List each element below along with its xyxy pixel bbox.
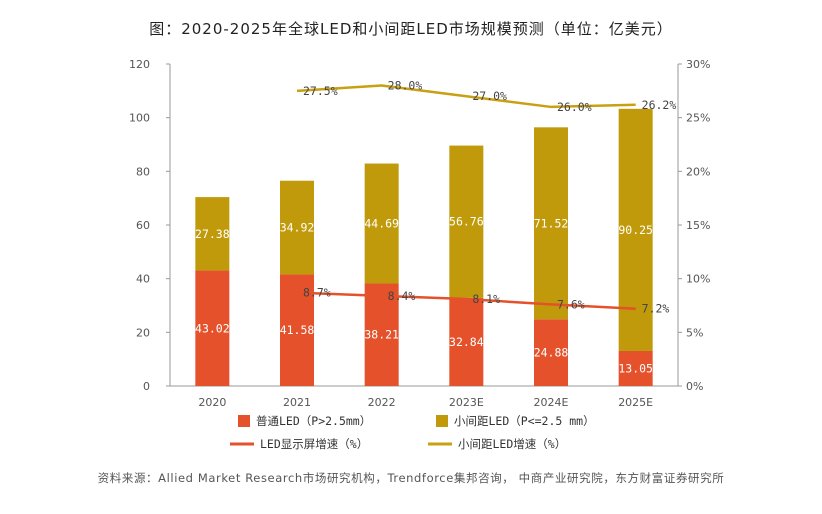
bar-small-pitch-led bbox=[364, 163, 399, 284]
data-label-regular-led: 24.88 bbox=[534, 346, 569, 360]
x-tick-label: 2020 bbox=[198, 396, 226, 409]
data-label-small-pitch-led: 71.52 bbox=[534, 216, 569, 230]
led-growth-line bbox=[296, 291, 636, 310]
chart-title: 图：2020-2025年全球LED和小间距LED市场规模预测（单位：亿美元） bbox=[149, 20, 673, 38]
y-tick-label-left: 0 bbox=[143, 380, 150, 393]
small-pitch-growth-label: 27.0% bbox=[472, 89, 507, 103]
x-tick-label: 2025E bbox=[618, 396, 653, 409]
y-tick-label-right: 0% bbox=[686, 380, 703, 393]
source-note: 资料来源：Allied Market Research市场研究机构，Trendf… bbox=[97, 471, 725, 485]
data-label-small-pitch-led: 44.69 bbox=[364, 217, 399, 231]
bar-regular-led bbox=[534, 319, 568, 386]
data-label-regular-led: 32.84 bbox=[449, 335, 484, 349]
data-label-regular-led: 13.05 bbox=[618, 361, 653, 375]
y-tick-label-left: 40 bbox=[136, 273, 150, 286]
data-label-small-pitch-led: 56.76 bbox=[449, 215, 484, 229]
led-growth-label: 7.2% bbox=[642, 302, 670, 316]
data-label-small-pitch-led: 34.92 bbox=[280, 221, 315, 235]
x-tick-label: 2022 bbox=[368, 396, 396, 409]
bar-regular-led bbox=[364, 283, 399, 386]
y-tick-label-right: 30% bbox=[686, 58, 710, 71]
bar-regular-led bbox=[195, 270, 230, 386]
bar-small-pitch-led bbox=[280, 180, 314, 275]
y-tick-label-left: 120 bbox=[129, 58, 150, 71]
legend-small-pitch-growth-label: 小间距LED增速（%） bbox=[458, 437, 566, 451]
y-tick-label-left: 20 bbox=[136, 326, 150, 339]
small-pitch-growth-label: 26.2% bbox=[642, 98, 677, 112]
y-tick-label-right: 20% bbox=[686, 165, 710, 178]
y-tick-label-right: 15% bbox=[686, 219, 710, 232]
data-label-small-pitch-led: 27.38 bbox=[195, 227, 230, 241]
legend-regular-led-swatch bbox=[238, 415, 250, 427]
y-tick-label-left: 80 bbox=[136, 165, 150, 178]
data-label-regular-led: 43.02 bbox=[195, 321, 230, 335]
y-tick-label-right: 10% bbox=[686, 273, 710, 286]
small-pitch-growth-line bbox=[296, 84, 636, 109]
x-tick-label: 2024E bbox=[534, 396, 569, 409]
bar-small-pitch-led bbox=[449, 145, 484, 298]
y-tick-label-left: 60 bbox=[136, 219, 150, 232]
y-tick-label-left: 100 bbox=[129, 112, 150, 125]
small-pitch-growth-label: 27.5% bbox=[303, 84, 338, 98]
bar-regular-led bbox=[618, 350, 653, 386]
data-label-regular-led: 41.58 bbox=[280, 323, 315, 337]
data-label-small-pitch-led: 90.25 bbox=[618, 223, 653, 237]
led-growth-label: 8.1% bbox=[472, 292, 500, 306]
bar-small-pitch-led bbox=[195, 197, 230, 271]
led-growth-label: 8.7% bbox=[303, 286, 331, 300]
x-tick-label: 2021 bbox=[283, 396, 311, 409]
led-growth-label: 8.4% bbox=[388, 289, 416, 303]
led-growth-label: 7.6% bbox=[557, 297, 585, 311]
legend-small-pitch-led-label: 小间距LED（P<=2.5 mm） bbox=[454, 414, 595, 428]
y-tick-label-right: 5% bbox=[686, 326, 703, 339]
bar-regular-led bbox=[449, 297, 484, 386]
y-tick-label-right: 25% bbox=[686, 112, 710, 125]
legend-regular-led-label: 普通LED（P>2.5mm） bbox=[256, 414, 371, 428]
data-label-regular-led: 38.21 bbox=[364, 328, 399, 342]
small-pitch-growth-label: 28.0% bbox=[388, 78, 423, 92]
small-pitch-growth-label: 26.0% bbox=[557, 100, 592, 114]
legend-led-growth-label: LED显示屏增速（%） bbox=[260, 437, 368, 451]
x-tick-label: 2023E bbox=[449, 396, 484, 409]
bar-small-pitch-led bbox=[618, 108, 653, 351]
legend-small-pitch-led-swatch bbox=[436, 415, 448, 427]
bar-small-pitch-led bbox=[534, 127, 568, 320]
